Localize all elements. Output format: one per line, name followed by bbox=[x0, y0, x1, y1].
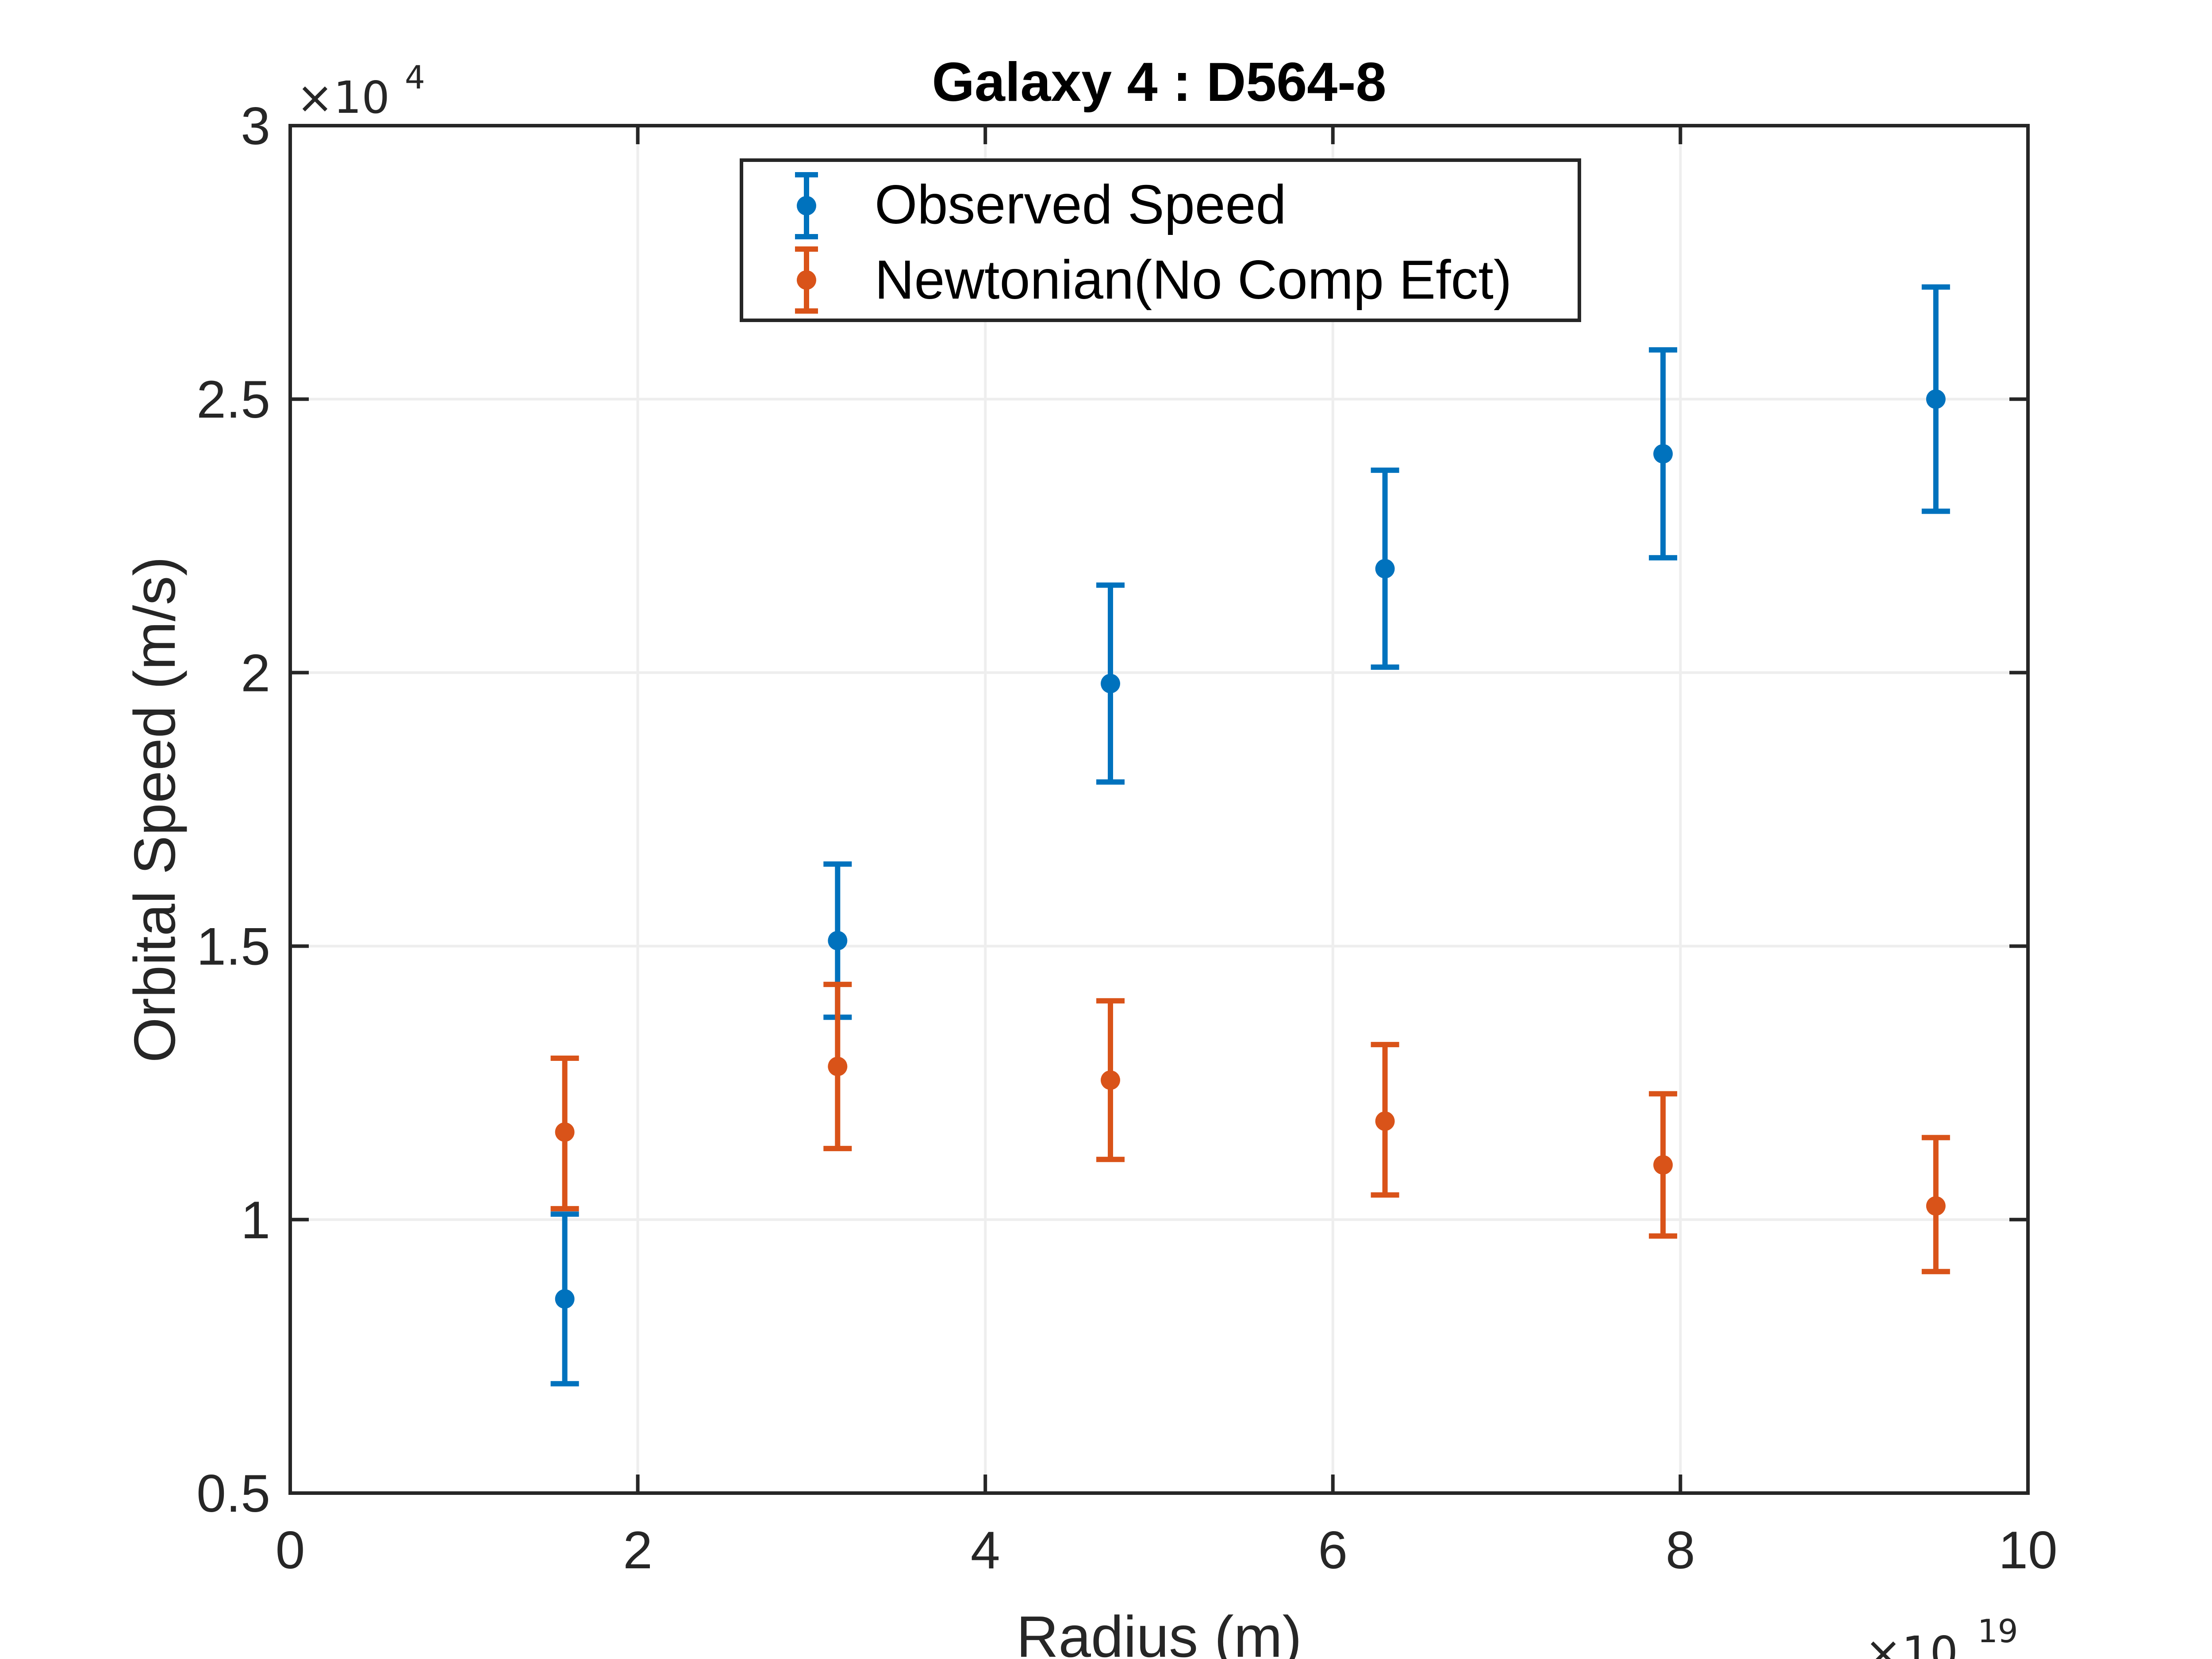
data-point bbox=[1926, 389, 1946, 409]
plot-area bbox=[290, 126, 2028, 1493]
grid bbox=[290, 126, 2028, 1493]
x-tick-label: 10 bbox=[1998, 1521, 2057, 1580]
legend-marker-1 bbox=[795, 246, 818, 314]
y-exponent-power: 4 bbox=[405, 59, 425, 96]
chart-title: Galaxy 4 : D564-8 bbox=[932, 52, 1386, 113]
data-point bbox=[555, 1289, 575, 1309]
y-tick-label: 1.5 bbox=[196, 917, 270, 976]
y-exponent-times: ×10 bbox=[296, 72, 390, 123]
data-point bbox=[1926, 1196, 1946, 1216]
data-point bbox=[1653, 444, 1673, 464]
legend-point bbox=[797, 270, 816, 290]
y-tick-label: 1 bbox=[241, 1190, 270, 1250]
y-exponent-label: ×10 4 bbox=[296, 59, 425, 123]
legend-box bbox=[740, 158, 1581, 322]
x-tick-label: 8 bbox=[1666, 1521, 1695, 1580]
data-point bbox=[828, 1056, 848, 1076]
legend-label-newtonian: Newtonian(No Comp Efct) bbox=[875, 250, 1512, 311]
data-point bbox=[1101, 674, 1121, 694]
y-tick-label: 3 bbox=[241, 96, 270, 156]
legend-label-observed: Observed Speed bbox=[875, 174, 1286, 235]
legend-point bbox=[797, 196, 816, 215]
y-axis-label: Orbital Speed (m/s) bbox=[122, 557, 187, 1063]
x-exponent-label: ×10 19 bbox=[1865, 1613, 2018, 1659]
plot-frame bbox=[288, 124, 2030, 1495]
x-tick-label: 4 bbox=[971, 1521, 1000, 1580]
x-tick-label: 6 bbox=[1318, 1521, 1348, 1580]
series-layer bbox=[550, 284, 1950, 1386]
data-point bbox=[1375, 559, 1395, 579]
data-point bbox=[828, 931, 848, 951]
x-exponent-power: 19 bbox=[1978, 1613, 2018, 1650]
series-0 bbox=[550, 284, 1950, 1386]
legend: Observed Speed Newtonian(No Comp Efct) bbox=[740, 158, 1581, 322]
legend-entries bbox=[795, 172, 818, 314]
x-tick-label: 0 bbox=[276, 1521, 305, 1580]
legend-marker-0 bbox=[795, 172, 818, 239]
x-exponent-times: ×10 bbox=[1865, 1627, 1958, 1659]
x-tick-label: 2 bbox=[623, 1521, 653, 1580]
series-1 bbox=[550, 982, 1950, 1275]
data-point bbox=[1375, 1111, 1395, 1131]
y-tick-label: 2.5 bbox=[196, 370, 270, 429]
x-axis-label: Radius (m) bbox=[1016, 1604, 1302, 1659]
y-tick-label: 2 bbox=[241, 643, 270, 703]
tick-labels: 0 2 4 6 8 10 0.5 1 1.5 2 2.5 3 bbox=[196, 96, 2058, 1580]
data-point bbox=[555, 1122, 575, 1142]
data-point bbox=[1101, 1070, 1121, 1090]
y-tick-label: 0.5 bbox=[196, 1464, 270, 1523]
data-point bbox=[1653, 1155, 1673, 1175]
